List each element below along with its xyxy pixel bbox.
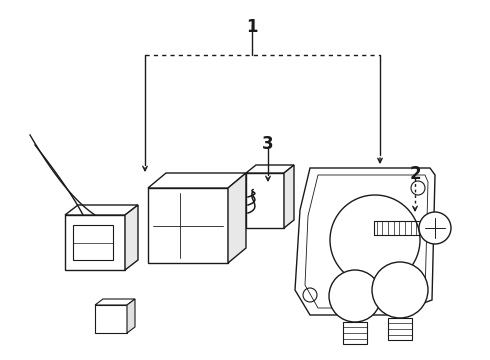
Polygon shape [246,165,294,173]
Text: 2: 2 [409,165,421,183]
Polygon shape [95,299,135,305]
Bar [388,318,412,340]
Circle shape [329,270,381,322]
Polygon shape [127,299,135,333]
Circle shape [372,262,428,318]
Circle shape [265,189,271,195]
Polygon shape [125,205,138,270]
Polygon shape [228,173,246,263]
Text: 1: 1 [246,18,258,36]
Bar [246,173,284,228]
Polygon shape [65,205,138,215]
Bar [73,225,113,260]
Text: 3: 3 [262,135,274,153]
Bar [148,188,228,263]
Polygon shape [148,173,246,188]
Bar [65,215,125,270]
Bar [95,305,127,333]
Polygon shape [284,165,294,228]
Bar [343,322,367,344]
Circle shape [419,212,451,244]
